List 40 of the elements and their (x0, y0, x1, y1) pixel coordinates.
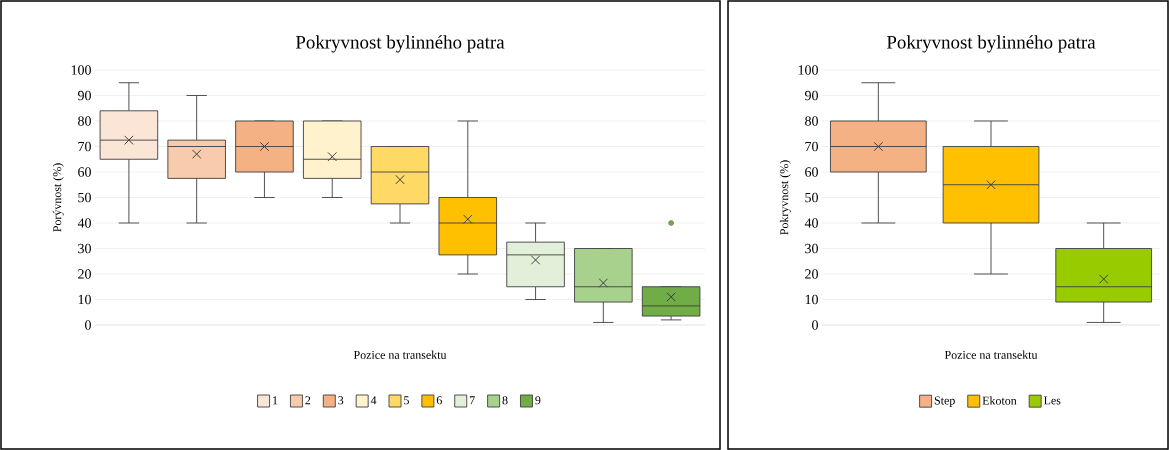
y-tick-label: 60 (78, 167, 91, 177)
y-tick-label: 20 (78, 269, 91, 279)
y-axis-title: Porývnost (%) (52, 163, 64, 232)
legend-label: 8 (502, 396, 508, 405)
legend-label: Step (934, 396, 955, 407)
y-tick-label: 10 (805, 294, 818, 305)
legend-label: 6 (436, 396, 442, 405)
legend-label: 5 (404, 396, 409, 405)
y-tick-label: 80 (805, 116, 818, 126)
y-tick-label: 70 (805, 141, 818, 152)
y-tick-label: 30 (78, 243, 91, 254)
legend-label: 1 (273, 396, 278, 405)
y-tick-label: 50 (805, 192, 818, 203)
chart-title: Pokryvnost bylinného patra (886, 35, 1096, 53)
legend-label: 7 (469, 396, 475, 405)
legend-label: Les (1043, 396, 1061, 405)
y-tick-label: 100 (71, 65, 91, 75)
legend-label: 2 (305, 396, 311, 405)
legend-label: 9 (535, 396, 541, 405)
y-tick-label: 90 (805, 90, 818, 101)
x-axis-title: Pozice na transektu (353, 350, 447, 359)
y-tick-label: 60 (805, 167, 818, 177)
y-tick-label: 30 (805, 243, 818, 254)
y-axis-title: Pokryvnost (%) (779, 160, 791, 235)
y-tick-label: 70 (78, 141, 91, 152)
chart-title: Pokryvnost bylinného patra (295, 35, 505, 53)
y-tick-label: 10 (78, 294, 91, 305)
y-tick-label: 90 (77, 90, 91, 101)
y-tick-label: 80 (78, 116, 91, 126)
legend-label: Ekoton (982, 396, 1017, 405)
y-tick-label: 20 (805, 269, 818, 279)
y-tick-label: 50 (78, 192, 91, 203)
legend-label: 3 (338, 396, 344, 405)
y-tick-label: 0 (812, 320, 818, 330)
y-tick-label: 0 (85, 320, 91, 330)
y-tick-label: 100 (798, 65, 818, 75)
x-axis-title: Pozice na transektu (944, 350, 1038, 359)
legend-label: 4 (370, 396, 377, 405)
y-tick-label: 40 (804, 218, 818, 228)
y-tick-label: 40 (77, 218, 91, 228)
